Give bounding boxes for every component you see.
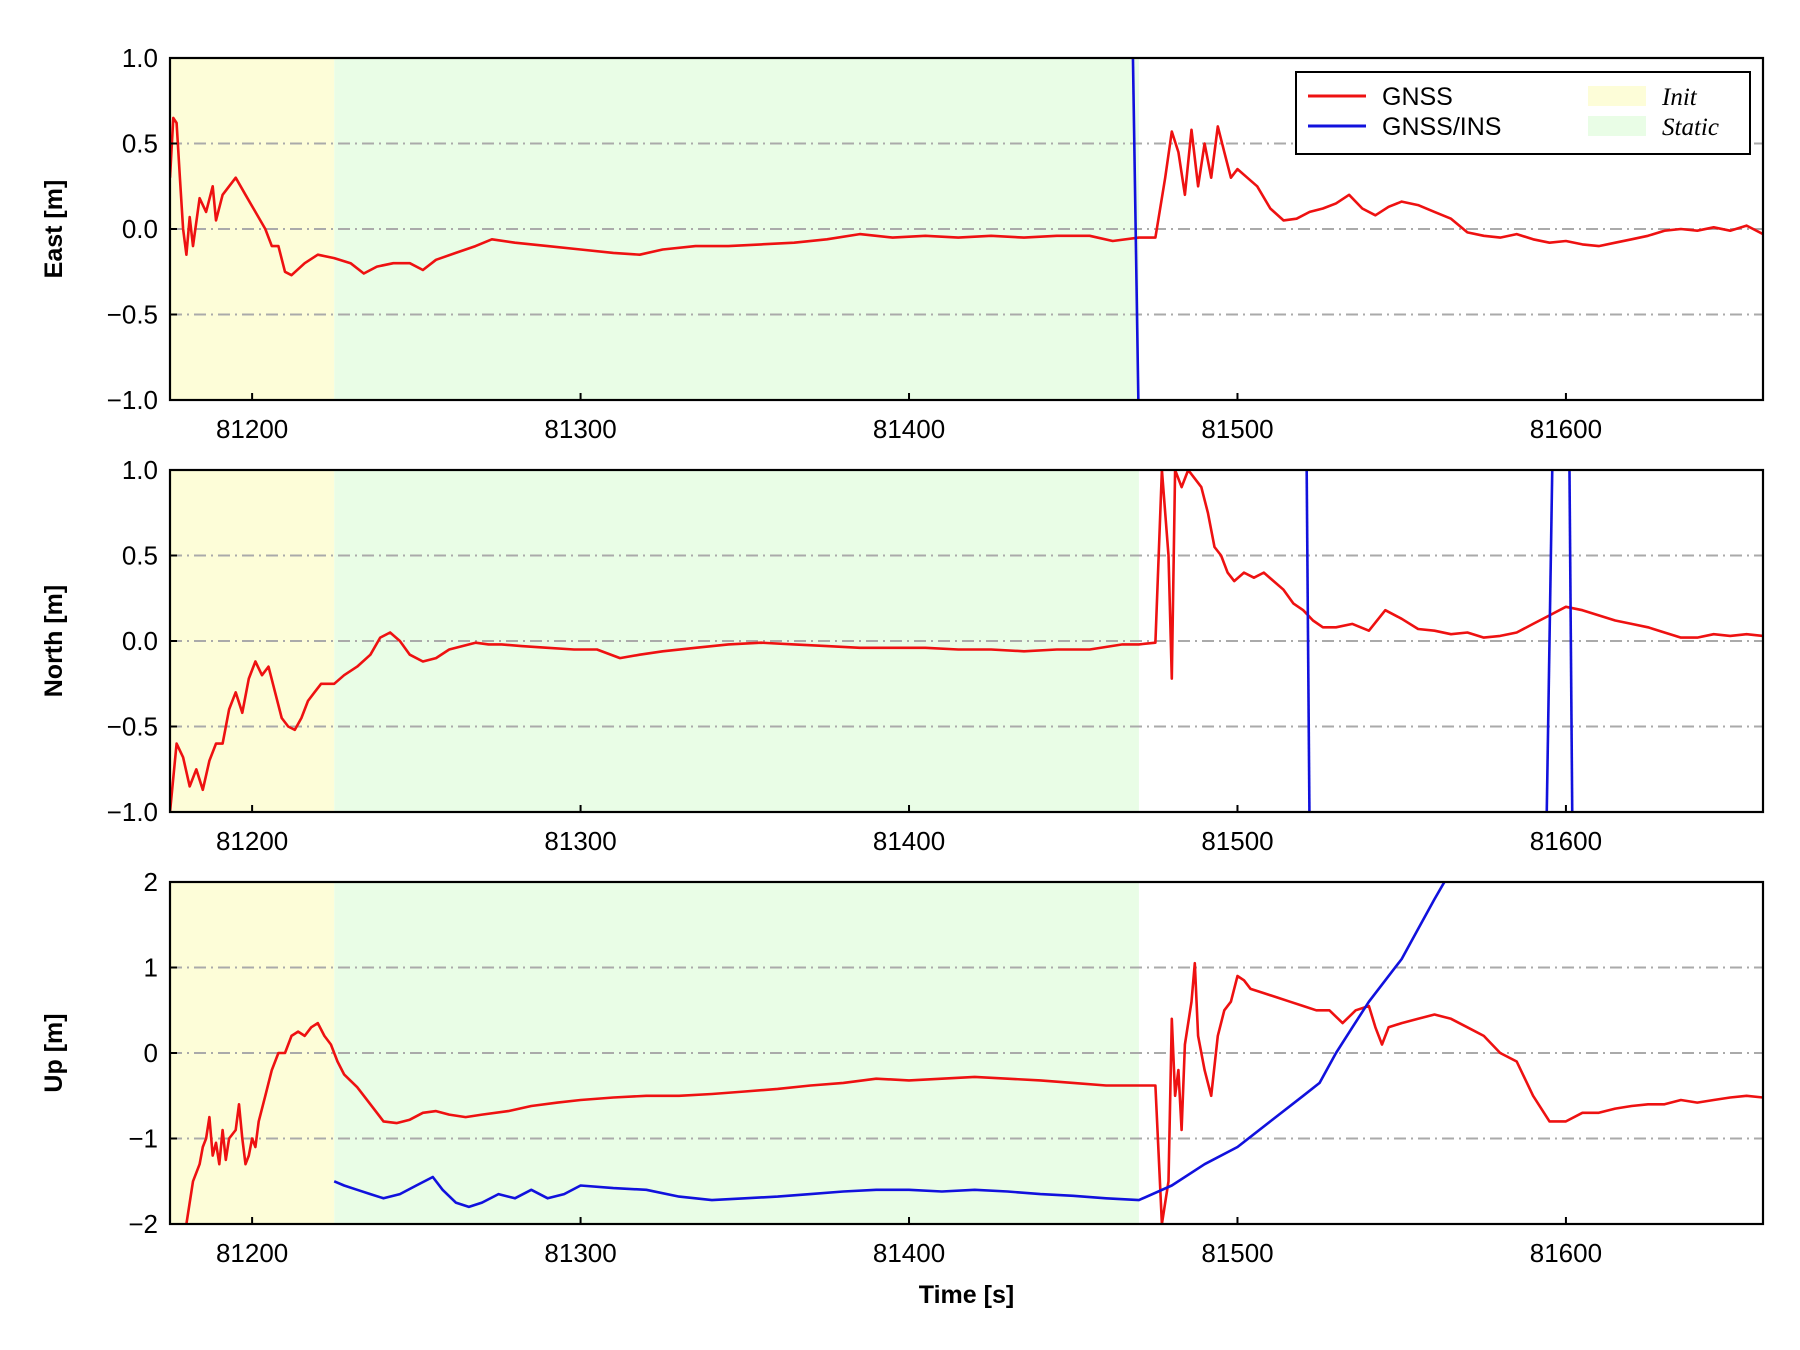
y-tick-label: −0.5 — [107, 300, 158, 330]
legend-label: GNSS — [1382, 83, 1453, 111]
x-tick-label: 81400 — [873, 414, 945, 444]
y-axis-label: East [m] — [40, 180, 68, 279]
series-gnss-line — [185, 961, 1763, 1224]
y-tick-label: 0.5 — [122, 129, 158, 159]
series-gnss-ins-line — [333, 882, 1446, 1209]
y-axis-label: North [m] — [40, 585, 68, 697]
y-tick-label: −0.5 — [107, 712, 158, 742]
subplot-1: −1.0 −0.5 0.0 0.5 1.0 81200 81300 81400 81500 816… — [40, 43, 1765, 444]
subplot-3: −2 −1 0 1 2 81200 81300 81400 81500 81600 Up [m] Ti… — [40, 867, 1765, 1309]
series-gnss-ins-line — [1545, 470, 1554, 812]
y-tick-label: −2 — [128, 1209, 158, 1239]
legend-label: Static — [1662, 114, 1719, 141]
x-tick-label: 81300 — [544, 1238, 616, 1268]
y-tick-label: −1.0 — [107, 385, 158, 415]
y-tick-label: 0.5 — [122, 541, 158, 571]
y-tick-label: 1.0 — [122, 455, 158, 485]
x-tick-label: 81500 — [1201, 826, 1273, 856]
y-tick-label: −1 — [128, 1124, 158, 1154]
legend-label: Init — [1661, 84, 1698, 111]
y-axis-label: Up [m] — [40, 1013, 68, 1092]
x-tick-label: 81500 — [1201, 1238, 1273, 1268]
x-tick-label: 81600 — [1530, 1238, 1602, 1268]
series-gnss-ins-line — [1131, 58, 1140, 400]
series-group — [170, 470, 1763, 812]
y-tick-label: 0.0 — [122, 214, 158, 244]
y-tick-label: 1.0 — [122, 43, 158, 73]
x-tick-label: 81600 — [1530, 826, 1602, 856]
y-tick-label: 0.0 — [122, 626, 158, 656]
x-tick-label: 81500 — [1201, 414, 1273, 444]
y-tick-label: 2 — [144, 867, 158, 897]
x-axis-label: Time [s] — [919, 1281, 1014, 1309]
x-tick-label: 81200 — [216, 826, 288, 856]
x-tick-label: 81200 — [216, 1238, 288, 1268]
series-gnss-ins-line — [1305, 470, 1311, 812]
subplot-2: −1.0 −0.5 0.0 0.5 1.0 81200 81300 81400 81500 816… — [40, 455, 1765, 856]
y-tick-label: 1 — [144, 953, 158, 983]
x-tick-label: 81200 — [216, 414, 288, 444]
x-tick-label: 81600 — [1530, 414, 1602, 444]
legend-box — [1295, 71, 1751, 155]
series-group — [185, 882, 1763, 1224]
x-tick-label: 81300 — [544, 414, 616, 444]
x-tick-label: 81400 — [873, 826, 945, 856]
y-tick-label: −1.0 — [107, 797, 158, 827]
legend-swatch-static — [1588, 116, 1646, 136]
legend-label: GNSS/INS — [1382, 113, 1501, 141]
legend-swatch-init — [1588, 86, 1646, 106]
x-tick-label: 81400 — [873, 1238, 945, 1268]
x-tick-label: 81300 — [544, 826, 616, 856]
y-tick-label: 0 — [144, 1038, 158, 1068]
series-group — [170, 58, 1763, 400]
series-gnss-line — [170, 470, 1763, 812]
series-gnss-line — [170, 116, 1763, 277]
series-gnss-ins-line — [1568, 470, 1574, 812]
